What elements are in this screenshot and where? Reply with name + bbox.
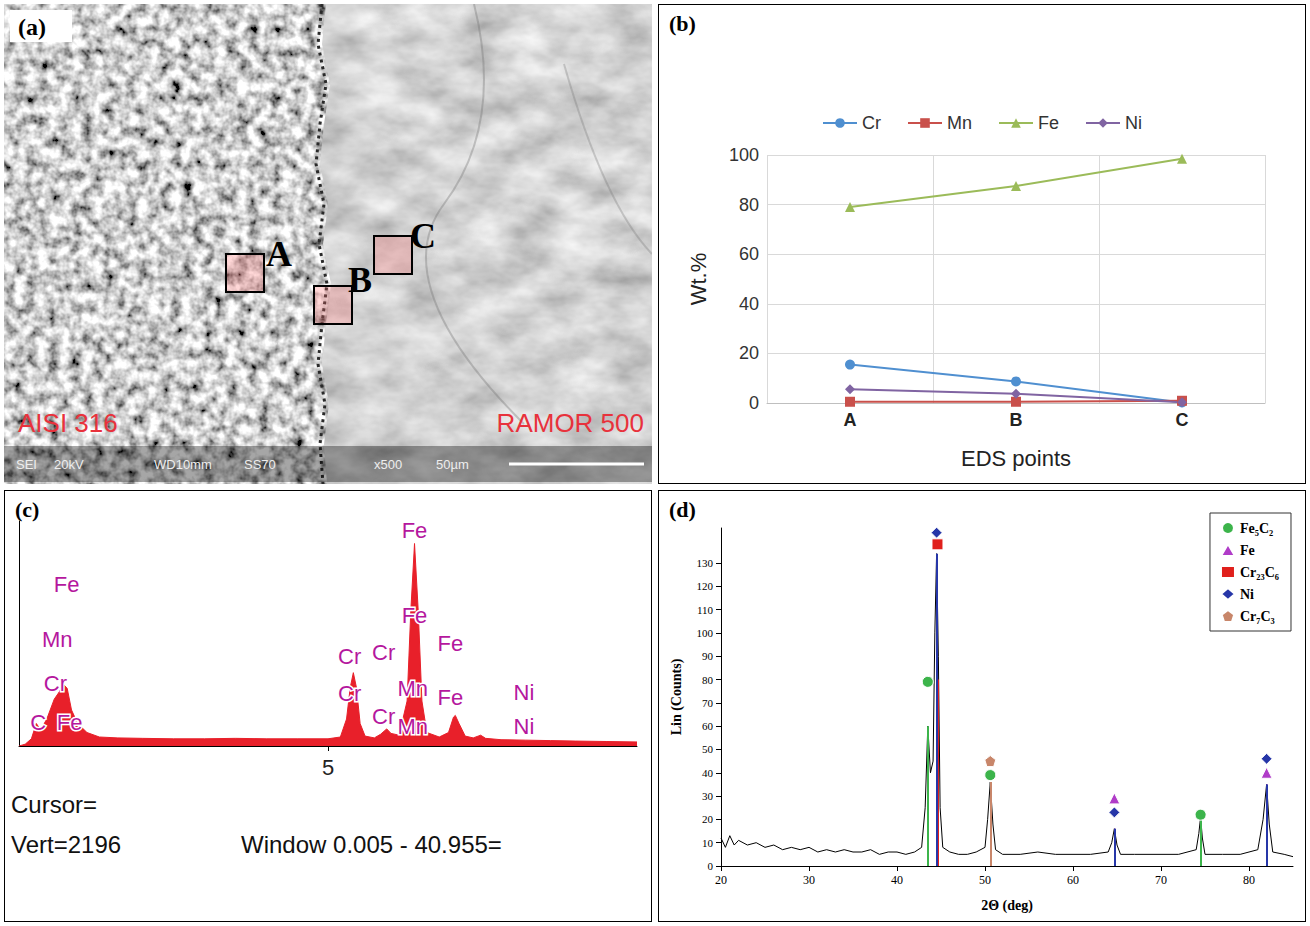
svg-text:B: B	[1010, 410, 1023, 430]
svg-text:x500: x500	[374, 457, 402, 472]
svg-text:A: A	[844, 410, 857, 430]
svg-text:50µm: 50µm	[436, 457, 469, 472]
svg-text:C: C	[30, 710, 46, 735]
svg-text:20: 20	[715, 873, 727, 887]
svg-text:Fe₅C₂: Fe₅C₂	[1240, 521, 1273, 536]
svg-text:30: 30	[803, 873, 815, 887]
svg-text:90: 90	[702, 650, 714, 662]
svg-text:Cr: Cr	[372, 640, 395, 665]
svg-text:Cr: Cr	[862, 113, 881, 133]
svg-text:50: 50	[702, 743, 714, 755]
svg-text:Fe: Fe	[54, 572, 80, 597]
svg-text:Fe: Fe	[438, 631, 464, 656]
svg-text:40: 40	[891, 873, 903, 887]
svg-text:130: 130	[697, 557, 714, 569]
svg-text:AISI 316: AISI 316	[18, 408, 118, 438]
svg-text:(a): (a)	[18, 14, 46, 40]
svg-text:Ni: Ni	[1240, 587, 1254, 602]
svg-text:70: 70	[702, 697, 714, 709]
svg-text:80: 80	[702, 674, 714, 686]
html-text:(b): (b)	[669, 11, 696, 36]
svg-text:Lin (Counts): Lin (Counts)	[669, 658, 685, 735]
svg-text:Fe: Fe	[402, 518, 428, 543]
svg-text:Cr₇C₃: Cr₇C₃	[1240, 609, 1275, 624]
svg-text:Mn: Mn	[397, 714, 428, 739]
svg-text:2Θ (deg): 2Θ (deg)	[981, 898, 1033, 914]
svg-text:80: 80	[739, 195, 759, 215]
svg-text:SS70: SS70	[244, 457, 276, 472]
svg-text:Cr: Cr	[44, 671, 67, 696]
svg-text:40: 40	[702, 767, 714, 779]
svg-text:SEI: SEI	[16, 457, 37, 472]
svg-text:Cr: Cr	[338, 681, 361, 706]
svg-text:Fe: Fe	[402, 603, 428, 628]
svg-text:0: 0	[749, 393, 759, 413]
svg-text:Mn: Mn	[42, 627, 73, 652]
svg-text:20: 20	[739, 343, 759, 363]
svg-text:Mn: Mn	[397, 676, 428, 701]
svg-text:B: B	[348, 260, 372, 300]
svg-text:Mn: Mn	[947, 113, 972, 133]
svg-text:A: A	[266, 234, 292, 274]
html-text:Cursor=: Cursor=	[11, 791, 97, 818]
svg-text:60: 60	[1067, 873, 1079, 887]
svg-text:Fe: Fe	[57, 710, 83, 735]
svg-text:Cr: Cr	[372, 704, 395, 729]
svg-text:60: 60	[739, 244, 759, 264]
html-text:(c): (c)	[15, 497, 40, 522]
svg-text:20: 20	[702, 813, 714, 825]
html-text:Window 0.005 - 40.955=: Window 0.005 - 40.955=	[241, 831, 502, 858]
svg-text:Cr₂₃C₆: Cr₂₃C₆	[1240, 565, 1279, 580]
svg-text:80: 80	[1243, 873, 1255, 887]
svg-text:60: 60	[702, 720, 714, 732]
svg-text:30: 30	[702, 790, 714, 802]
svg-text:Wt.%: Wt.%	[686, 253, 711, 306]
svg-text:100: 100	[729, 145, 759, 165]
svg-text:70: 70	[1155, 873, 1167, 887]
svg-text:WD10mm: WD10mm	[154, 457, 212, 472]
svg-text:0: 0	[708, 860, 714, 872]
svg-text:20kV: 20kV	[54, 457, 84, 472]
svg-text:EDS points: EDS points	[961, 446, 1071, 471]
svg-text:Ni: Ni	[514, 714, 535, 739]
svg-text:Fe: Fe	[438, 685, 464, 710]
svg-text:5: 5	[322, 755, 334, 780]
svg-text:C: C	[410, 216, 436, 256]
svg-text:110: 110	[697, 604, 714, 616]
svg-text:C: C	[1176, 410, 1189, 430]
svg-text:40: 40	[739, 294, 759, 314]
svg-text:Ni: Ni	[1125, 113, 1142, 133]
svg-text:RAMOR 500: RAMOR 500	[497, 408, 644, 438]
svg-text:Cr: Cr	[338, 644, 361, 669]
svg-text:100: 100	[697, 627, 714, 639]
svg-text:Fe: Fe	[1240, 543, 1255, 558]
svg-text:50: 50	[979, 873, 991, 887]
svg-text:10: 10	[702, 837, 714, 849]
html-text:(d): (d)	[669, 497, 696, 522]
svg-text:120: 120	[697, 580, 714, 592]
svg-text:Ni: Ni	[514, 680, 535, 705]
html-text:Vert=2196: Vert=2196	[11, 831, 122, 858]
svg-text:Fe: Fe	[1038, 113, 1059, 133]
